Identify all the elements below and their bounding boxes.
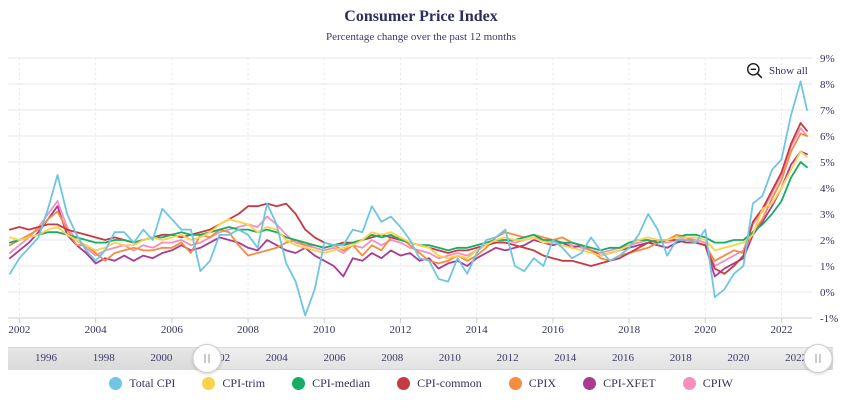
navigator-year-label: 1996 <box>35 352 57 364</box>
legend-marker <box>397 377 411 390</box>
navigator-handle-left[interactable] <box>192 344 222 373</box>
navigator-year-label: 2012 <box>496 352 519 364</box>
series-line-CPI-common[interactable] <box>8 122 808 275</box>
y-axis-label: 5% <box>820 157 835 169</box>
navigator-year-label: 2018 <box>669 352 692 364</box>
legend-item-CPI-XFET[interactable]: CPI-XFET <box>583 376 656 391</box>
y-axis-label: 1% <box>820 261 835 273</box>
chart-subtitle: Percentage change over the past 12 month… <box>326 31 516 43</box>
navigator-year-label: 2004 <box>265 352 288 364</box>
navigator-year-label: 2020 <box>727 352 750 364</box>
legend-marker <box>109 377 123 390</box>
legend-marker <box>583 377 597 390</box>
y-axis-label: 2% <box>820 235 835 247</box>
navigator-year-label: 2010 <box>438 352 461 364</box>
legend-label: CPI-common <box>417 376 482 390</box>
navigator-year-label: 2008 <box>381 352 404 364</box>
legend-item-CPI-trim[interactable]: CPI-trim <box>202 376 265 391</box>
navigator-year-label: 2006 <box>323 352 346 364</box>
y-axis-label: 8% <box>820 79 835 91</box>
zoom-out-icon <box>746 62 763 79</box>
legend-label: CPIW <box>702 376 733 390</box>
legend-label: CPIX <box>528 376 557 390</box>
legend-label: CPI-XFET <box>603 376 656 390</box>
chart-legend: Total CPI CPI-trim CPI-median CPI-common CPI… <box>0 376 842 391</box>
show-all-button[interactable]: Show all <box>746 62 808 79</box>
range-navigator[interactable]: 1996199820002002200420062008201020122014… <box>8 344 833 373</box>
legend-item-Total CPI[interactable]: Total CPI <box>109 376 175 391</box>
legend-label: CPI-trim <box>222 376 266 390</box>
y-axis-label: 3% <box>820 209 835 221</box>
navigator-year-label: 2022 <box>785 352 808 364</box>
navigator-year-label: 2014 <box>554 352 577 364</box>
series-line-Total CPI[interactable] <box>8 80 808 317</box>
legend-item-CPI-median[interactable]: CPI-median <box>292 376 370 391</box>
x-axis-label: 2004 <box>85 324 108 336</box>
y-axis-label: 0% <box>820 287 835 299</box>
x-axis-label: 2020 <box>694 324 717 336</box>
y-axis-label: 4% <box>820 183 835 195</box>
x-axis-label: 2014 <box>466 324 489 336</box>
x-axis-label: 2008 <box>237 324 260 336</box>
page-title: Consumer Price Index <box>344 8 498 25</box>
x-axis-label: 2022 <box>771 324 793 336</box>
x-axis-label: 2012 <box>389 324 411 336</box>
navigator-year-label: 1998 <box>92 352 115 364</box>
navigator-handle-right[interactable] <box>803 344 833 373</box>
series-line-CPI-trim[interactable] <box>8 150 808 260</box>
legend-label: Total CPI <box>129 376 176 390</box>
y-axis-label: 9% <box>820 53 835 65</box>
x-axis-label: 2006 <box>161 324 184 336</box>
show-all-label: Show all <box>769 64 808 77</box>
x-axis-label: 2010 <box>313 324 336 336</box>
legend-label: CPI-median <box>312 376 371 390</box>
legend-item-CPI-common[interactable]: CPI-common <box>397 376 482 391</box>
navigator-mask-left <box>8 348 207 369</box>
x-axis-label: 2016 <box>542 324 565 336</box>
navigator-year-label: 2016 <box>612 352 634 364</box>
series-line-CPI-XFET[interactable] <box>8 150 808 278</box>
legend-marker <box>682 377 696 390</box>
y-axis-label: 7% <box>820 105 835 117</box>
legend-marker <box>508 377 522 390</box>
x-axis-label: 2002 <box>8 324 30 336</box>
legend-item-CPIW[interactable]: CPIW <box>682 376 733 391</box>
y-axis-label: 6% <box>820 131 835 143</box>
legend-marker <box>202 377 216 390</box>
x-axis-label: 2018 <box>618 324 641 336</box>
legend-marker <box>292 377 306 390</box>
legend-item-CPIX[interactable]: CPIX <box>508 376 557 391</box>
y-axis-label: -1% <box>820 313 838 325</box>
navigator-year-label: 2000 <box>150 352 173 364</box>
series-line-CPIX[interactable] <box>8 132 808 265</box>
